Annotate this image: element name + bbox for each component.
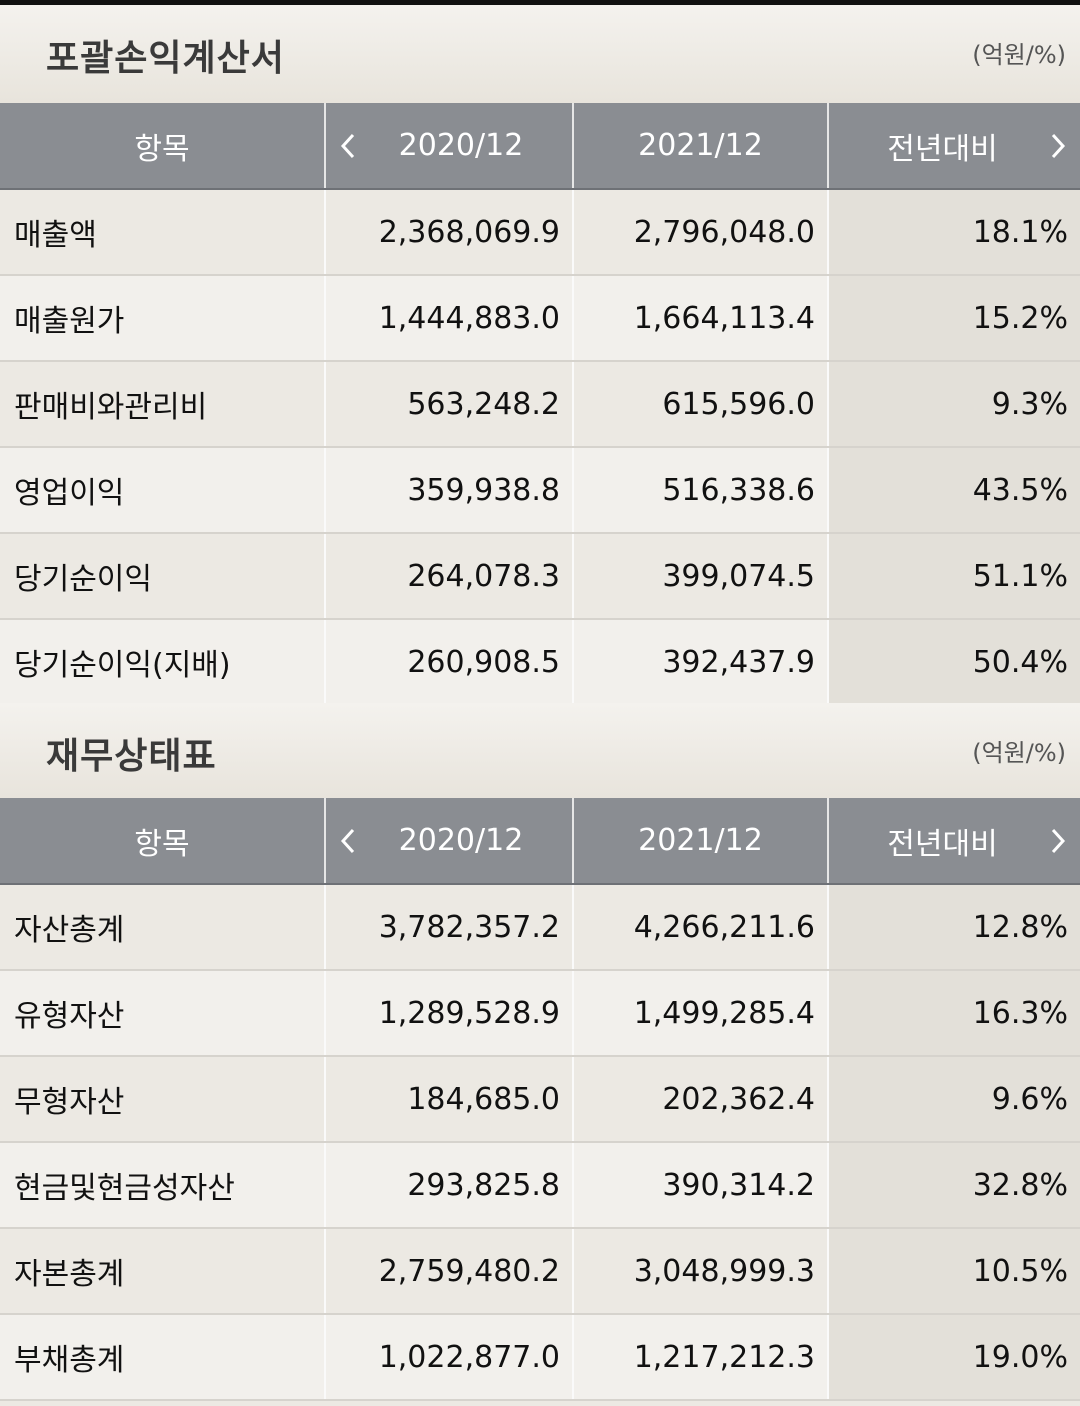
row-label: 현금및현금성자산 — [0, 1142, 325, 1229]
column-header-curr-period: 2021/12 — [572, 798, 828, 885]
top-bar — [0, 0, 1080, 5]
row-label: 자산총계 — [0, 884, 325, 971]
column-header-item: 항목 — [0, 103, 325, 190]
value-2021: 390,314.2 — [572, 1142, 828, 1229]
value-2020: 1,022,877.0 — [324, 1314, 573, 1401]
value-2021: 615,596.0 — [572, 361, 828, 448]
value-change: 32.8% — [827, 1142, 1080, 1229]
row-label: 무형자산 — [0, 1056, 325, 1143]
value-2020: 2,759,480.2 — [324, 1228, 573, 1315]
value-2020: 1,444,883.0 — [324, 275, 573, 362]
value-2021: 399,074.5 — [572, 533, 828, 620]
value-2020: 293,825.8 — [324, 1142, 573, 1229]
value-2021: 3,048,999.3 — [572, 1228, 828, 1315]
table-header-row: 항목 2020/12 2021/12 전년대비 — [0, 798, 1080, 885]
value-2021: 516,338.6 — [572, 447, 828, 534]
value-change: 19.0% — [827, 1314, 1080, 1401]
row-label: 자본총계 — [0, 1228, 325, 1315]
column-header-change: 전년대비 — [827, 798, 1080, 885]
row-label: 매출원가 — [0, 275, 325, 362]
chevron-left-icon[interactable] — [340, 133, 356, 159]
value-2020: 184,685.0 — [324, 1056, 573, 1143]
row-label: 매출액 — [0, 189, 325, 276]
value-2021: 1,499,285.4 — [572, 970, 828, 1057]
column-header-change: 전년대비 — [827, 103, 1080, 190]
value-2021: 1,664,113.4 — [572, 275, 828, 362]
column-header-prev-period: 2020/12 — [324, 103, 573, 190]
table-row: 당기순이익 264,078.3 399,074.5 51.1% — [0, 533, 1080, 620]
value-2020: 264,078.3 — [324, 533, 573, 620]
chevron-left-icon[interactable] — [340, 828, 356, 854]
column-header-item: 항목 — [0, 798, 325, 885]
value-change: 51.1% — [827, 533, 1080, 620]
balance-sheet-header: 재무상태표 (억원/%) — [0, 703, 1080, 799]
table-row: 영업이익 359,938.8 516,338.6 43.5% — [0, 447, 1080, 534]
value-change: 10.5% — [827, 1228, 1080, 1315]
income-statement-title: 포괄손익계산서 — [46, 38, 285, 79]
value-2021: 2,796,048.0 — [572, 189, 828, 276]
balance-sheet-title: 재무상태표 — [46, 736, 217, 777]
column-header-prev-period: 2020/12 — [324, 798, 573, 885]
row-label: 영업이익 — [0, 447, 325, 534]
table-row: 유형자산 1,289,528.9 1,499,285.4 16.3% — [0, 970, 1080, 1057]
table-row: 현금및현금성자산 293,825.8 390,314.2 32.8% — [0, 1142, 1080, 1229]
value-2020: 359,938.8 — [324, 447, 573, 534]
value-2020: 260,908.5 — [324, 619, 573, 706]
income-statement-table: 항목 2020/12 2021/12 전년대비 매출액 2,368,069.9 … — [0, 103, 1080, 706]
row-label: 유형자산 — [0, 970, 325, 1057]
column-header-curr-period: 2021/12 — [572, 103, 828, 190]
table-row: 자산총계 3,782,357.2 4,266,211.6 12.8% — [0, 884, 1080, 971]
value-change: 9.6% — [827, 1056, 1080, 1143]
row-label: 당기순이익 — [0, 533, 325, 620]
income-statement-header: 포괄손익계산서 (억원/%) — [0, 5, 1080, 104]
chevron-right-icon[interactable] — [1050, 133, 1066, 159]
value-2021: 202,362.4 — [572, 1056, 828, 1143]
value-2020: 3,782,357.2 — [324, 884, 573, 971]
value-2021: 4,266,211.6 — [572, 884, 828, 971]
value-2021: 392,437.9 — [572, 619, 828, 706]
table-row: 부채총계 1,022,877.0 1,217,212.3 19.0% — [0, 1314, 1080, 1401]
table-row: 판매비와관리비 563,248.2 615,596.0 9.3% — [0, 361, 1080, 448]
value-change: 43.5% — [827, 447, 1080, 534]
value-2020: 563,248.2 — [324, 361, 573, 448]
value-change: 12.8% — [827, 884, 1080, 971]
value-change: 15.2% — [827, 275, 1080, 362]
table-header-row: 항목 2020/12 2021/12 전년대비 — [0, 103, 1080, 190]
table-row: 당기순이익(지배) 260,908.5 392,437.9 50.4% — [0, 619, 1080, 706]
value-2020: 2,368,069.9 — [324, 189, 573, 276]
value-2020: 1,289,528.9 — [324, 970, 573, 1057]
table-row: 무형자산 184,685.0 202,362.4 9.6% — [0, 1056, 1080, 1143]
value-change: 16.3% — [827, 970, 1080, 1057]
row-label: 부채총계 — [0, 1314, 325, 1401]
balance-sheet-table: 항목 2020/12 2021/12 전년대비 자산총계 3,782,357.2… — [0, 798, 1080, 1401]
chevron-right-icon[interactable] — [1050, 828, 1066, 854]
balance-sheet-unit: (억원/%) — [972, 739, 1066, 767]
value-change: 50.4% — [827, 619, 1080, 706]
value-change: 9.3% — [827, 361, 1080, 448]
row-label: 판매비와관리비 — [0, 361, 325, 448]
income-statement-unit: (억원/%) — [972, 41, 1066, 69]
row-label: 당기순이익(지배) — [0, 619, 325, 706]
table-row: 자본총계 2,759,480.2 3,048,999.3 10.5% — [0, 1228, 1080, 1315]
table-row: 매출액 2,368,069.9 2,796,048.0 18.1% — [0, 189, 1080, 276]
table-row: 매출원가 1,444,883.0 1,664,113.4 15.2% — [0, 275, 1080, 362]
value-change: 18.1% — [827, 189, 1080, 276]
value-2021: 1,217,212.3 — [572, 1314, 828, 1401]
